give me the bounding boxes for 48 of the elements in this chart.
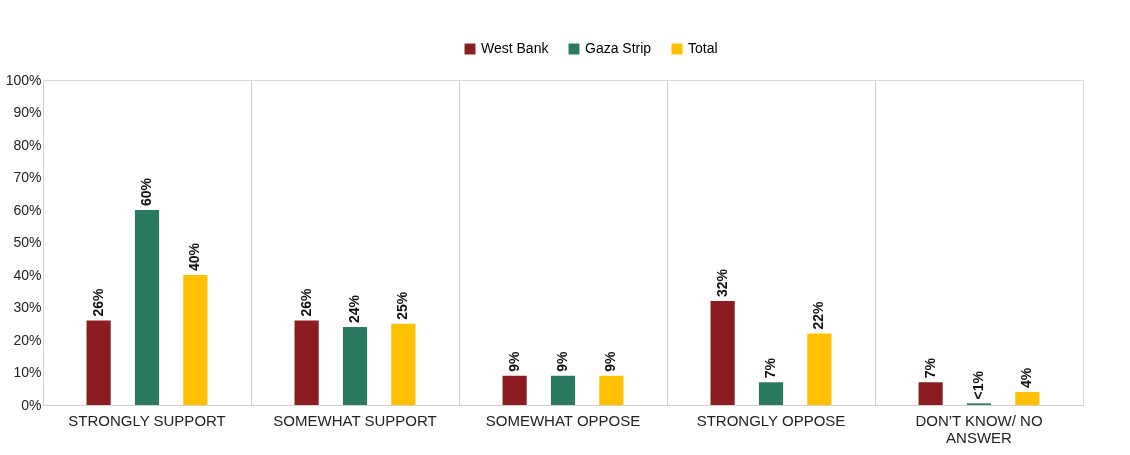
data-label: 26%	[89, 287, 106, 317]
data-label: 32%	[713, 268, 730, 297]
legend-label: Gaza Strip	[585, 40, 652, 56]
data-label: 24%	[346, 294, 362, 323]
data-label: 25%	[394, 291, 411, 320]
y-tick-label: 0%	[21, 396, 42, 413]
data-label: 7%	[921, 357, 938, 379]
bar	[807, 333, 832, 405]
x-tick-label: SOMEWHAT SUPPORT	[273, 411, 437, 429]
y-tick-label: 30%	[13, 299, 42, 315]
x-tick-label: SOMEWHAT OPPOSE	[485, 411, 641, 429]
data-label: 9%	[602, 350, 619, 372]
y-tick-label: 70%	[13, 169, 42, 185]
data-label: 60%	[138, 177, 154, 206]
y-tick-label: 10%	[13, 364, 42, 380]
data-label: 9%	[554, 350, 570, 372]
data-label: 22%	[810, 300, 827, 330]
data-label: 40%	[186, 242, 203, 271]
bar	[342, 327, 368, 405]
bar	[550, 375, 576, 405]
bar	[134, 210, 160, 405]
data-label: 4%	[1018, 367, 1035, 388]
bar	[183, 275, 208, 405]
bar	[86, 320, 111, 405]
legend-label: Total	[688, 40, 718, 56]
bar	[918, 382, 943, 405]
y-tick-label: 40%	[13, 266, 42, 283]
data-label: 7%	[762, 357, 778, 379]
bar	[758, 382, 784, 405]
bar	[391, 323, 416, 405]
y-tick-label: 80%	[13, 136, 42, 153]
bar	[502, 375, 527, 405]
bar	[294, 320, 319, 405]
bar	[710, 301, 735, 405]
y-tick-label: 50%	[13, 234, 42, 250]
y-tick-label: 100%	[5, 71, 42, 88]
data-label: 9%	[505, 350, 522, 372]
data-label: 26%	[297, 287, 314, 317]
bar	[1015, 392, 1040, 405]
legend-label: West Bank	[481, 40, 550, 56]
y-tick-label: 60%	[13, 201, 42, 218]
x-tick-label: STRONGLY OPPOSE	[696, 411, 846, 429]
data-label: <1%	[970, 370, 986, 400]
y-tick-label: 90%	[13, 104, 42, 120]
x-tick-label: DON’T KNOW/ NO ANSWER	[915, 411, 1043, 446]
x-tick-label: STRONGLY SUPPORT	[68, 411, 226, 429]
bar	[599, 375, 624, 405]
y-tick-label: 20%	[13, 331, 42, 348]
